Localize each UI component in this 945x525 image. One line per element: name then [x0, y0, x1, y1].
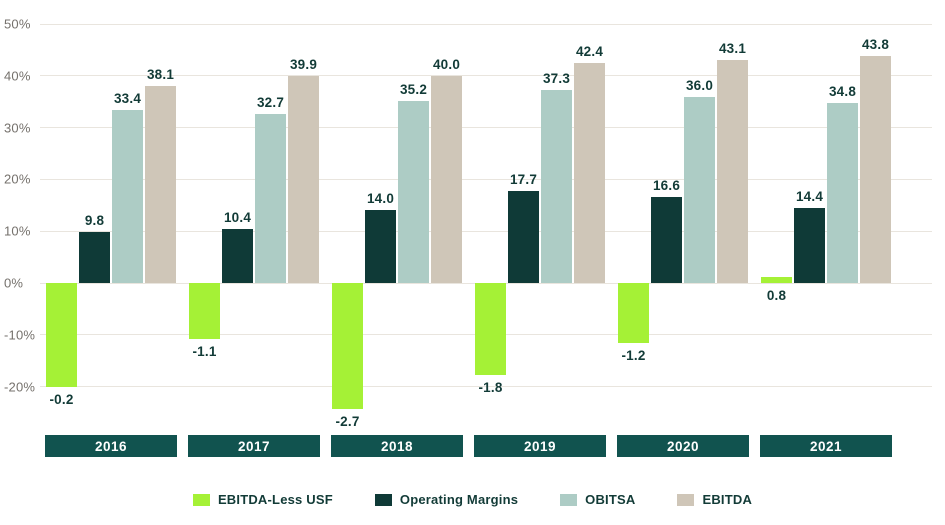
bar-ebitda-less-usf-2017: [189, 283, 220, 339]
value-label-operating-margins-2017: 10.4: [223, 210, 252, 226]
value-label-ebitda-2019: 42.4: [575, 44, 604, 60]
y-tick-label-50%: 50%: [4, 16, 31, 32]
bar-operating-margins-2017: [222, 229, 253, 283]
value-label-ebitda-2021: 43.8: [861, 37, 890, 53]
bar-ebitda-2018: [431, 75, 462, 283]
legend: EBITDA-Less USF Operating Margins OBITSA EB…: [0, 492, 945, 507]
value-label-obitsa-2017: 32.7: [256, 94, 285, 110]
bar-operating-margins-2016: [79, 232, 110, 283]
legend-item-operating-margins: Operating Margins: [374, 492, 519, 507]
legend-item-ebitda-less-usf: EBITDA-Less USF: [192, 492, 333, 507]
legend-item-ebitda: EBITDA: [677, 492, 752, 507]
value-label-obitsa-2019: 37.3: [542, 70, 571, 86]
value-label-ebitda-less-usf-2019: -1.8: [478, 380, 503, 396]
bar-operating-margins-2018: [365, 210, 396, 283]
bar-ebitda-2019: [574, 63, 605, 283]
x-axis-label-2018: 2018: [331, 435, 463, 457]
x-axis-label-2019: 2019: [474, 435, 606, 457]
value-label-ebitda-2018: 40.0: [432, 56, 461, 72]
value-label-obitsa-2020: 36.0: [685, 77, 714, 93]
x-axis-label-2016: 2016: [45, 435, 177, 457]
value-label-operating-margins-2020: 16.6: [652, 178, 681, 193]
value-label-ebitda-less-usf-2021: 0.8: [766, 288, 787, 303]
y-tick-label--20%: -20%: [4, 379, 36, 395]
y-tick-label--10%: -10%: [4, 327, 36, 343]
bar-ebitda-2017: [288, 76, 319, 283]
x-axis-label-2021: 2021: [760, 435, 892, 457]
legend-swatch-icon: [677, 493, 695, 506]
value-label-ebitda-less-usf-2017: -1.1: [192, 343, 217, 359]
value-label-obitsa-2018: 35.2: [399, 81, 428, 97]
bar-ebitda-2020: [717, 59, 748, 283]
value-label-ebitda-2020: 43.1: [718, 40, 747, 56]
legend-label: OBITSA: [585, 492, 636, 507]
value-label-ebitda-less-usf-2018: -2.7: [335, 414, 360, 430]
bar-obitsa-2021: [827, 102, 858, 283]
bar-ebitda-less-usf-2020: [618, 283, 649, 344]
value-label-ebitda-2016: 38.1: [146, 66, 175, 82]
y-tick-label-10%: 10%: [4, 223, 31, 239]
gridline-50%: [40, 23, 932, 25]
bar-operating-margins-2021: [794, 208, 825, 283]
gridline--20%: [40, 386, 932, 388]
bar-ebitda-less-usf-2021: [761, 276, 792, 283]
gridline-30%: [40, 127, 932, 129]
legend-swatch-icon: [192, 493, 210, 506]
bar-ebitda-2021: [860, 56, 891, 283]
gridline-40%: [40, 75, 932, 77]
value-label-operating-margins-2018: 14.0: [366, 191, 395, 207]
legend-label: EBITDA-Less USF: [217, 492, 333, 507]
bar-obitsa-2018: [398, 100, 429, 283]
legend-swatch-icon: [560, 493, 578, 506]
gridline-10%: [40, 230, 932, 232]
value-label-obitsa-2021: 34.8: [828, 83, 857, 99]
bar-ebitda-less-usf-2018: [332, 283, 363, 410]
legend-swatch-icon: [374, 493, 392, 506]
value-label-ebitda-less-usf-2016: -0.2: [49, 391, 74, 407]
y-tick-label-40%: 40%: [4, 68, 31, 84]
value-label-ebitda-less-usf-2020: -1.2: [621, 348, 646, 364]
bar-obitsa-2019: [541, 89, 572, 283]
x-axis-label-2020: 2020: [617, 435, 749, 457]
value-label-ebitda-2017: 39.9: [289, 57, 318, 73]
value-label-obitsa-2016: 33.4: [113, 90, 142, 106]
legend-item-obitsa: OBITSA: [560, 492, 635, 507]
y-tick-label-20%: 20%: [4, 171, 31, 187]
bar-obitsa-2020: [684, 96, 715, 283]
legend-label: Operating Margins: [399, 492, 519, 507]
bar-ebitda-less-usf-2019: [475, 283, 506, 376]
value-label-operating-margins-2016: 9.8: [84, 213, 105, 229]
bar-obitsa-2017: [255, 113, 286, 283]
x-axis-label-2017: 2017: [188, 435, 320, 457]
bar-obitsa-2016: [112, 109, 143, 283]
bar-ebitda-less-usf-2016: [46, 283, 77, 387]
bar-ebitda-2016: [145, 85, 176, 283]
value-label-operating-margins-2021: 14.4: [795, 189, 824, 205]
bar-operating-margins-2020: [651, 197, 682, 283]
value-label-operating-margins-2019: 17.7: [509, 172, 538, 188]
legend-label: EBITDA: [702, 492, 753, 507]
y-tick-label-0%: 0%: [4, 275, 24, 291]
y-tick-label-30%: 30%: [4, 120, 31, 136]
bar-operating-margins-2019: [508, 191, 539, 283]
gridline-20%: [40, 178, 932, 180]
